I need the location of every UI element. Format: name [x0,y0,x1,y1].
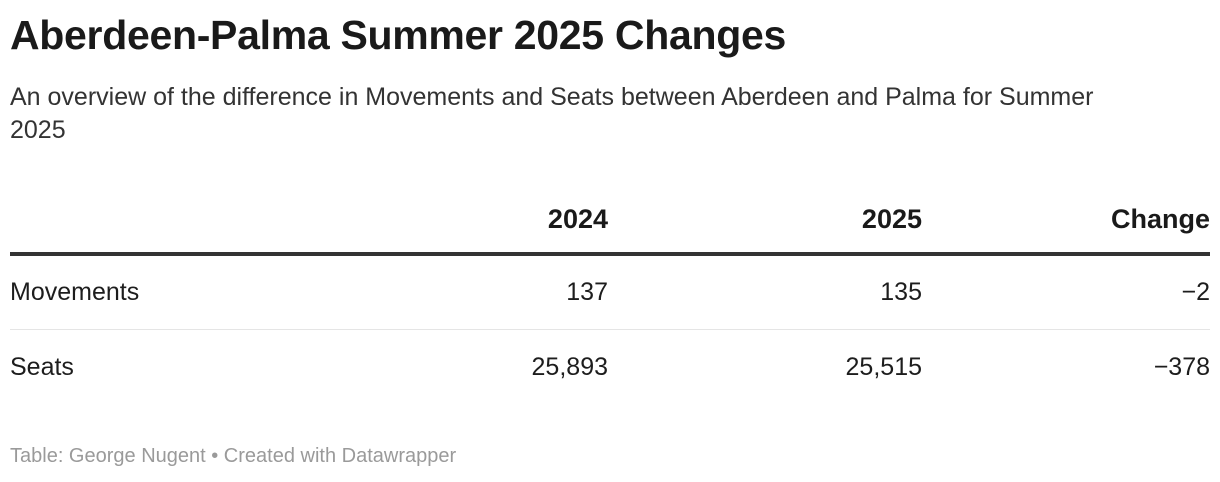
header-cell-2024: 2024 [547,203,608,234]
table-row: Movements 137 135 −2 [10,256,1210,330]
chart-footer: Table: George Nugent • Created with Data… [10,445,457,467]
cell-change: −378 [1153,352,1210,381]
table-header-row: 2024 2025 Change [10,186,1210,256]
cell-2025: 135 [880,278,922,306]
row-label: Seats [10,352,74,381]
data-table: 2024 2025 Change Movements 137 135 −2 Se… [10,186,1210,404]
header-cell-label [10,186,310,252]
cell-2024: 25,893 [531,352,608,381]
chart-title: Aberdeen-Palma Summer 2025 Changes [10,12,786,58]
cell-2024: 137 [566,278,608,306]
cell-2025: 25,515 [845,352,922,381]
chart-subtitle: An overview of the difference in Movemen… [10,83,1094,144]
header-cell-change: Change [1110,203,1210,234]
header-cell-2025: 2025 [861,203,922,234]
table-row: Seats 25,893 25,515 −378 [10,330,1210,404]
row-label: Movements [10,278,140,306]
cell-change: −2 [1181,278,1210,306]
